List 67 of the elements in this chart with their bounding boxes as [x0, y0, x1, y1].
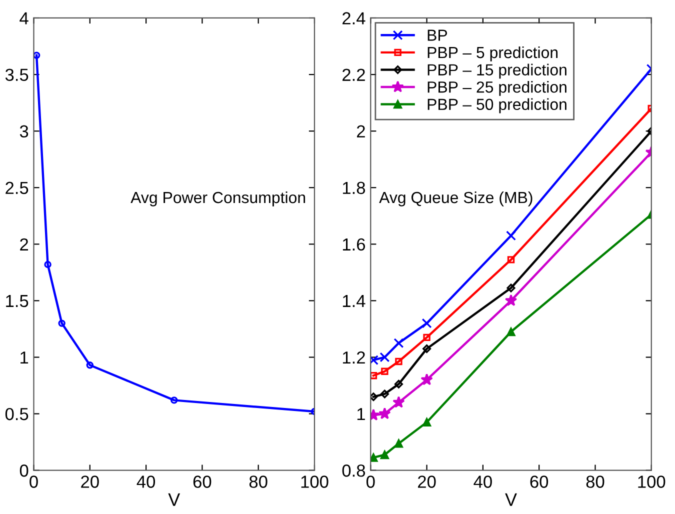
- x-tick-label: 20: [81, 476, 99, 488]
- x-tick-label: 60: [530, 476, 548, 488]
- point: [423, 334, 430, 342]
- x-tick-label: 40: [474, 476, 492, 488]
- point: [380, 390, 389, 398]
- y-tick-label: 2.4: [342, 12, 366, 24]
- y-tick-label: 1: [20, 352, 28, 364]
- y-tick-label: 2: [356, 125, 365, 138]
- point: [504, 294, 518, 306]
- y-tick-label: 2.2: [342, 68, 365, 81]
- y-tick-label: 3: [20, 125, 28, 138]
- legend-label: PBP – 5 prediction: [428, 46, 558, 62]
- point: [380, 352, 390, 362]
- legend-label: BP: [428, 30, 448, 41]
- y-tick-label: 0.5: [5, 408, 28, 420]
- legend-label: PBP – 25 prediction: [428, 81, 566, 96]
- x-tick-label: 20: [418, 476, 436, 488]
- y-tick-label: 1: [357, 408, 365, 420]
- annotation: Avg Queue Size (MB): [379, 191, 532, 206]
- point: [422, 418, 432, 427]
- legend-label: PBP – 15 prediction: [428, 64, 566, 79]
- x-axis-title: V: [168, 493, 180, 506]
- point: [86, 362, 94, 369]
- x-tick-label: 100: [301, 476, 328, 488]
- point: [422, 318, 432, 328]
- y-tick-label: 1.8: [342, 182, 366, 194]
- point: [506, 284, 516, 292]
- annotation: Avg Power Consumption: [130, 191, 306, 206]
- point: [378, 407, 391, 420]
- point: [370, 392, 378, 402]
- x-tick-label: 0: [30, 476, 38, 488]
- y-tick-label: 1.4: [342, 295, 366, 307]
- point: [394, 380, 403, 388]
- point: [394, 439, 404, 448]
- x-tick-label: 80: [249, 476, 268, 488]
- x-tick-label: 40: [136, 476, 156, 488]
- point: [380, 450, 389, 460]
- legend-label: PBP – 50 prediction: [428, 98, 566, 114]
- x-tick-label: 100: [638, 476, 666, 488]
- y-tick-label: 1.5: [6, 295, 28, 308]
- point: [422, 344, 432, 354]
- point: [381, 368, 388, 375]
- point: [370, 372, 378, 380]
- point: [420, 373, 433, 386]
- point: [394, 338, 404, 348]
- y-tick-label: 0.8: [342, 464, 366, 477]
- point: [34, 52, 40, 59]
- y-tick-label: 4: [20, 12, 28, 24]
- x-tick-label: 60: [193, 476, 212, 488]
- point: [58, 320, 66, 327]
- y-tick-label: 2: [20, 238, 28, 250]
- point: [506, 327, 516, 336]
- y-tick-label: 2.5: [6, 182, 28, 194]
- point: [392, 396, 405, 408]
- point: [370, 453, 378, 462]
- x-axis-title: V: [505, 493, 517, 506]
- point: [506, 230, 516, 241]
- point: [44, 260, 52, 268]
- point: [170, 396, 178, 404]
- point: [507, 256, 515, 264]
- y-tick-label: 0: [20, 464, 28, 477]
- y-tick-label: 1.2: [342, 351, 365, 364]
- point: [395, 358, 402, 366]
- y-tick-label: 1.6: [342, 238, 366, 251]
- x-tick-label: 0: [366, 476, 375, 488]
- x-tick-label: 80: [586, 476, 604, 488]
- y-tick-label: 3.5: [5, 68, 28, 81]
